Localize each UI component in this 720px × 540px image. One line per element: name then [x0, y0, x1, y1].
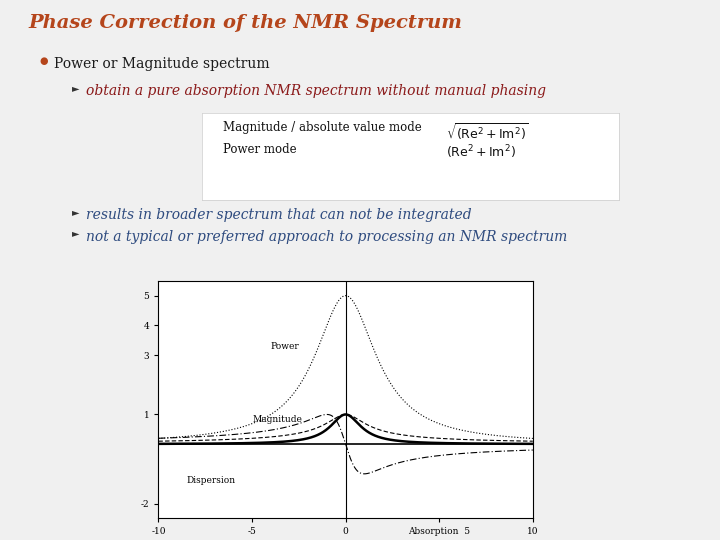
Text: not a typical or preferred approach to processing an NMR spectrum: not a typical or preferred approach to p…	[86, 230, 567, 244]
Text: ●: ●	[40, 57, 48, 66]
Text: ►: ►	[72, 84, 79, 93]
Text: Magnitude: Magnitude	[252, 415, 302, 424]
Text: Dispersion: Dispersion	[186, 476, 235, 485]
Text: ►: ►	[72, 230, 79, 239]
Text: results in broader spectrum that can not be integrated: results in broader spectrum that can not…	[86, 208, 472, 222]
Text: Power: Power	[271, 342, 300, 351]
Text: ►: ►	[72, 208, 79, 217]
Text: $(\mathrm{Re}^2 + \mathrm{Im}^2)$: $(\mathrm{Re}^2 + \mathrm{Im}^2)$	[446, 143, 516, 161]
Text: Magnitude / absolute value mode: Magnitude / absolute value mode	[223, 122, 422, 134]
Text: $\sqrt{(\mathrm{Re}^2 + \mathrm{Im}^2)}$: $\sqrt{(\mathrm{Re}^2 + \mathrm{Im}^2)}$	[446, 122, 529, 143]
Text: Power or Magnitude spectrum: Power or Magnitude spectrum	[54, 57, 269, 71]
Text: Power mode: Power mode	[223, 143, 297, 156]
Text: Phase Correction of the NMR Spectrum: Phase Correction of the NMR Spectrum	[29, 14, 463, 31]
Text: obtain a pure absorption NMR spectrum without manual phasing: obtain a pure absorption NMR spectrum wi…	[86, 84, 546, 98]
